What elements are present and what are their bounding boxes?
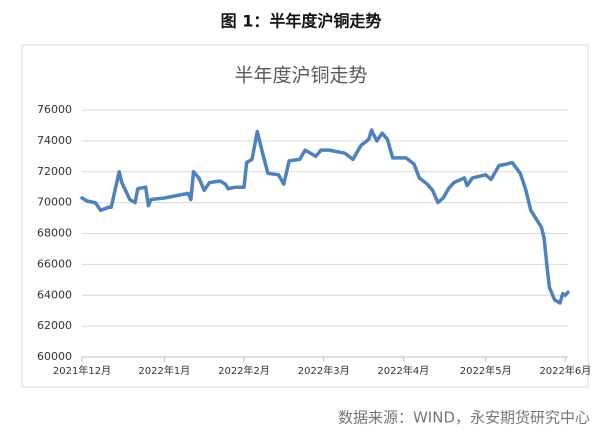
x-tick-label: 2022年4月: [377, 364, 429, 377]
chart-title: 半年度沪铜走势: [234, 65, 367, 87]
y-tick-label: 70000: [37, 196, 72, 209]
price-line: [80, 128, 570, 305]
x-tick-label: 2021年12月: [53, 364, 111, 377]
y-tick-label: 60000: [37, 350, 72, 363]
x-tick-label: 2022年2月: [218, 364, 270, 377]
source-note: 数据来源：WIND，永安期货研究中心: [338, 409, 590, 427]
y-tick-label: 76000: [37, 103, 72, 116]
chart-frame: [21, 44, 589, 388]
y-tick-label: 66000: [37, 257, 72, 270]
y-tick-label: 74000: [37, 134, 72, 147]
x-tick-label: 2022年1月: [138, 364, 190, 377]
x-tick-label: 2022年5月: [460, 364, 512, 377]
y-tick-label: 72000: [37, 165, 72, 178]
y-tick-label: 62000: [37, 319, 72, 332]
x-tick-label: 2022年3月: [298, 364, 350, 377]
figure-caption: 图 1：半年度沪铜走势: [221, 12, 382, 31]
y-tick-label: 64000: [37, 288, 72, 301]
x-tick-label: 2022年6月: [539, 364, 591, 377]
y-tick-label: 68000: [37, 227, 72, 240]
